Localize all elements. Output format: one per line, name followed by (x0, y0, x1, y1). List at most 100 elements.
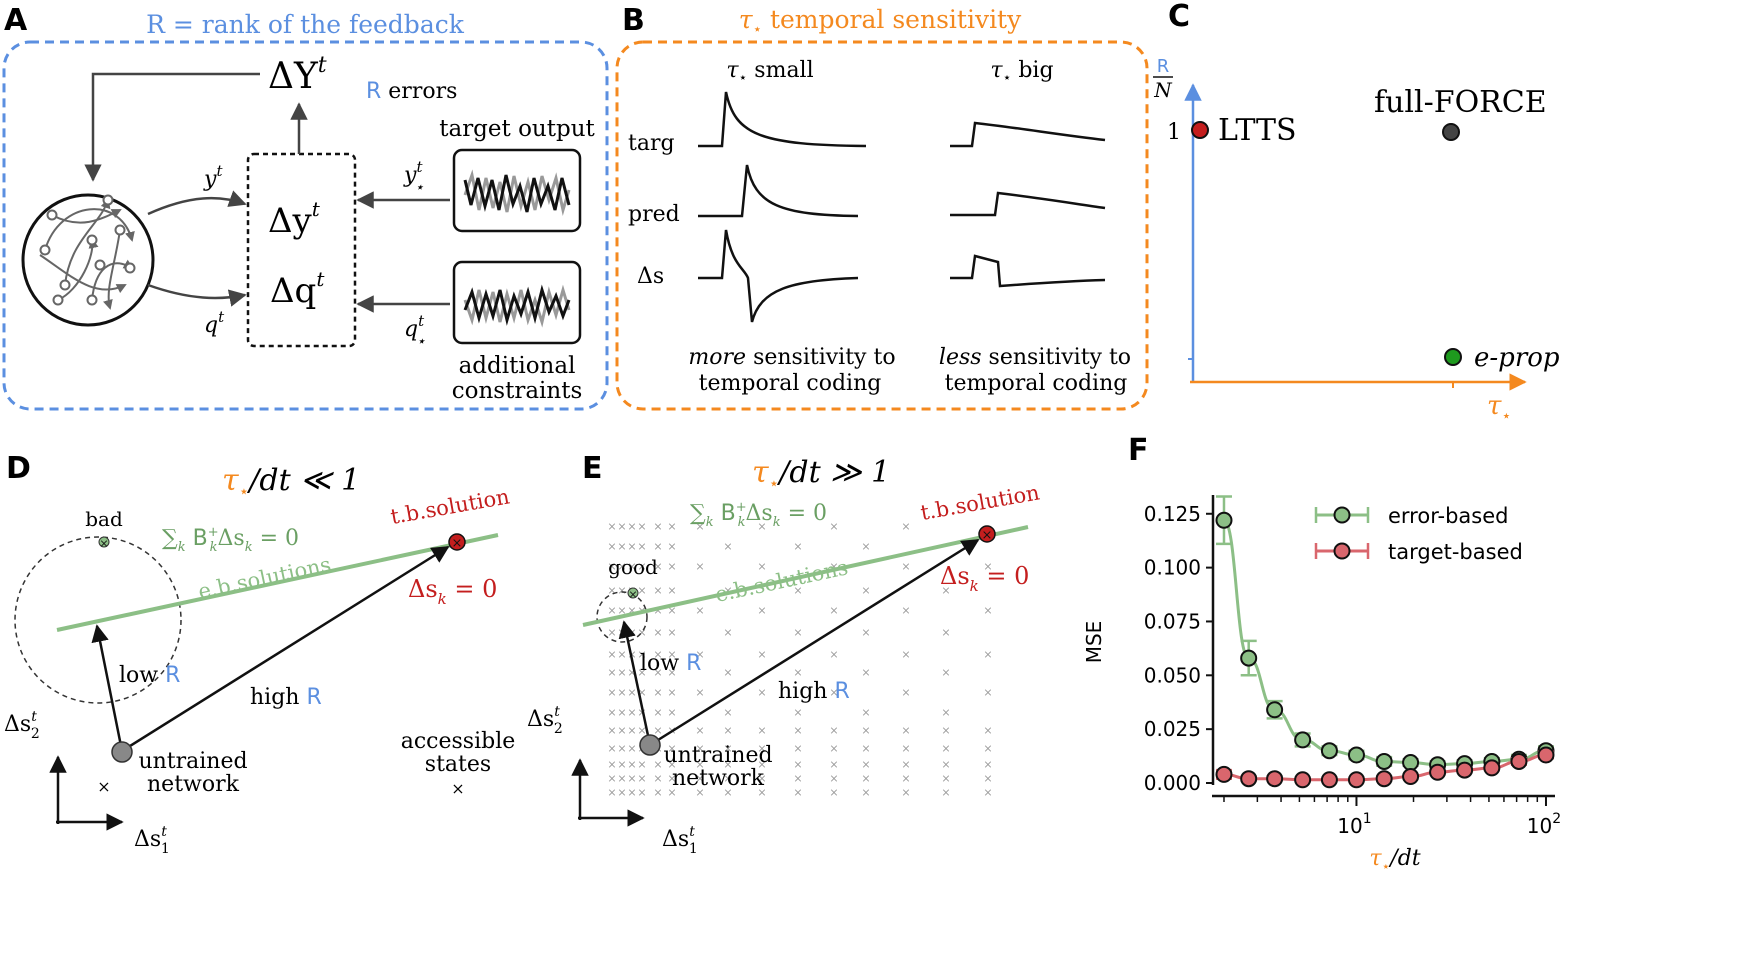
accessible-state-cross: × (757, 520, 766, 533)
e-eb-solutions-label: e.b.solutions (713, 555, 850, 607)
c-x-label: τ⋆ (1487, 391, 1511, 425)
f-x-tick-label: 101 (1337, 811, 1371, 838)
legend-marker (1333, 506, 1351, 524)
network-icon (21, 193, 155, 327)
c-y-frac-num: R (1157, 56, 1170, 77)
e-low-label: low R (640, 651, 701, 676)
accessible-state-cross: × (637, 772, 646, 785)
e-untrained-label-2: network (672, 766, 765, 791)
e-high-arrow (649, 538, 980, 747)
accessible-state-cross: × (861, 724, 870, 737)
accessible-state-cross: × (607, 724, 616, 737)
accessible-state-cross: × (627, 686, 636, 699)
eb-solutions-label: e.b.solutions (196, 552, 333, 604)
accessible-state-cross: × (653, 706, 662, 719)
accessible-state-cross: × (617, 604, 626, 617)
accessible-state-cross: × (723, 724, 732, 737)
d-tb-cross: × (452, 536, 463, 551)
d-eq-label: ∑k B+ kΔsk = 0 (162, 525, 299, 555)
accessible-state-cross: × (627, 706, 636, 719)
accessible-state-cross: × (627, 604, 636, 617)
data-point-target-based (1294, 771, 1312, 789)
accessible-state-cross: × (861, 626, 870, 639)
accessible-state-cross: × (617, 786, 626, 799)
data-point-target-based (1456, 761, 1474, 779)
accessible-state-cross: × (757, 686, 766, 699)
accessible-state-cross: × (757, 758, 766, 771)
f-x-axis-label: τ⋆/dt (1369, 846, 1420, 875)
d-low-arrow (91, 624, 124, 752)
low-r-region-e (596, 591, 648, 643)
additional-label: additional (459, 353, 576, 379)
accessible-state-cross: × (627, 666, 636, 679)
accessible-state-cross: × (627, 772, 636, 785)
accessible-state-cross: × (941, 584, 950, 597)
constraint-trace-black (463, 284, 571, 326)
e-untrained-point (639, 734, 661, 756)
accessible-state-cross: × (983, 604, 992, 617)
accessible-state-cross: × (637, 786, 646, 799)
accessible-state-cross: × (627, 724, 636, 737)
accessible-state-cross: × (617, 758, 626, 771)
pred-small-trace (698, 164, 859, 218)
panel-label-b: B (622, 3, 645, 38)
accessible-state-cross: × (617, 520, 626, 533)
d-untrained-point (111, 741, 133, 763)
panel-f: F 0.000 0.025 0.050 0.075 0.100 0.125 101 102 er… (1082, 433, 1561, 875)
row-delta-s: Δs (637, 264, 664, 289)
accessible-state-cross: × (695, 772, 704, 785)
panel-d-title: τ⋆/dt ≪ 1 (222, 463, 360, 502)
accessible-state-cross: × (607, 706, 616, 719)
good-label: good (608, 555, 658, 579)
accessible-state-cross: × (667, 648, 676, 661)
qstar-label: qt ⋆ (404, 312, 426, 350)
accessible-state-cross: × (941, 666, 950, 679)
accessible-state-cross: × (627, 742, 636, 755)
accessible-state-cross: × (901, 772, 910, 785)
accessible-state-cross: × (667, 758, 676, 771)
accessible-state-cross: × (793, 772, 802, 785)
accessible-state-cross: × (793, 666, 802, 679)
data-point-target-based (1240, 770, 1258, 788)
accessible-state-cross: × (793, 626, 802, 639)
accessible-state-cross: × (653, 540, 662, 553)
accessible-state-cross: × (983, 686, 992, 699)
e-tb-cross: × (982, 528, 993, 543)
e-tb-point (978, 525, 996, 543)
e-eb-solutions-line (582, 525, 1029, 627)
accessible-state-cross: × (723, 758, 732, 771)
accessible-state-cross: × (983, 560, 992, 573)
foot-left-line2: temporal coding (699, 371, 882, 396)
accessible-state-cross: × (723, 772, 732, 785)
legend-label: target-based (1388, 540, 1523, 564)
ltts-point (1191, 121, 1209, 139)
accessible-state-cross: × (941, 742, 950, 755)
col-tau-big: τ⋆ big (990, 58, 1053, 86)
accessible-state-cross: × (829, 604, 838, 617)
accessible-state-cross: × (617, 742, 626, 755)
accessible-state-cross: × (757, 724, 766, 737)
accessible-state-cross: × (607, 540, 616, 553)
accessible-state-cross: × (983, 758, 992, 771)
target-output-label: target output (439, 116, 595, 142)
yt-label: yt (203, 162, 223, 192)
panel-e-title: τ⋆/dt ≫ 1 (752, 455, 890, 494)
f-y-tick-label: 0.100 (1144, 556, 1201, 580)
f-y-tick-label: 0.125 (1144, 502, 1201, 526)
accessible-state-cross: × (861, 706, 870, 719)
accessible-state-cross: × (667, 540, 676, 553)
row-targ: targ (628, 131, 675, 156)
accessible-state-cross: × (653, 584, 662, 597)
targ-big-trace (950, 121, 1106, 148)
accessible-state-cross: × (941, 724, 950, 737)
panel-a: A R = rank of the feedback ΔYt R errors (2, 3, 609, 411)
accessible-state-cross: × (667, 626, 676, 639)
accessible-state-cross: × (653, 626, 662, 639)
accessible-state-cross: × (607, 772, 616, 785)
accessible-state-cross: × (607, 560, 616, 573)
data-point-error-based (1215, 511, 1233, 529)
accessible-state-cross: × (617, 686, 626, 699)
f-x-tick-label: 102 (1527, 811, 1561, 838)
accessible-state-cross: × (667, 604, 676, 617)
bad-label: bad (85, 507, 123, 531)
